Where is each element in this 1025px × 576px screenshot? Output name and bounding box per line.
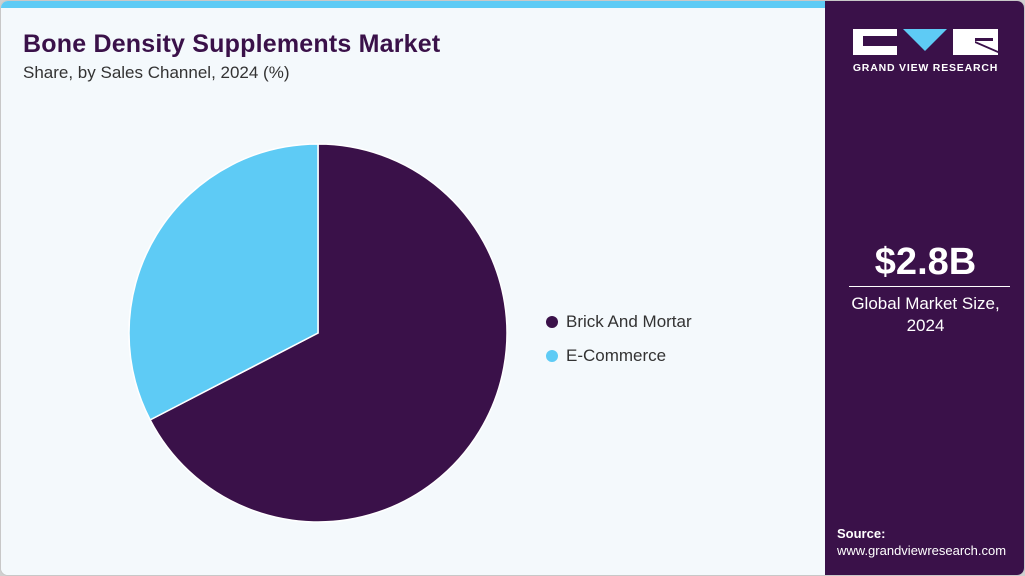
pie-slice-brick-and-mortar [149, 143, 508, 523]
legend-label: E-Commerce [566, 346, 667, 365]
market-size-label-line1: Global Market Size, [851, 294, 1000, 313]
legend-item-e-commerce: E-Commerce [546, 339, 692, 373]
pie-chart [128, 143, 508, 523]
accent-bar [1, 1, 825, 8]
legend-swatch-icon [546, 350, 558, 362]
source-label: Source: [837, 526, 886, 541]
legend-label: Brick And Mortar [566, 312, 692, 331]
info-sidebar: GRAND VIEW RESEARCH $2.8B Global Market … [825, 1, 1024, 575]
market-size-label: Global Market Size, 2024 [825, 293, 1024, 337]
legend-item-brick-and-mortar: Brick And Mortar [546, 305, 692, 339]
logo-text: GRAND VIEW RESEARCH [852, 62, 999, 74]
market-size-label-line2: 2024 [906, 316, 945, 335]
chart-subtitle: Share, by Sales Channel, 2024 (%) [23, 63, 290, 82]
legend-swatch-icon [546, 316, 558, 328]
source-link[interactable]: www.grandviewresearch.com [837, 543, 1007, 558]
market-size-value: $2.8B [874, 241, 977, 283]
pie-slice-e-commerce [128, 143, 319, 421]
chart-title: Bone Density Supplements Market [23, 30, 441, 58]
divider [849, 286, 1010, 287]
legend: Brick And Mortar E-Commerce [546, 305, 692, 373]
grand-view-research-logo-icon [853, 29, 998, 55]
